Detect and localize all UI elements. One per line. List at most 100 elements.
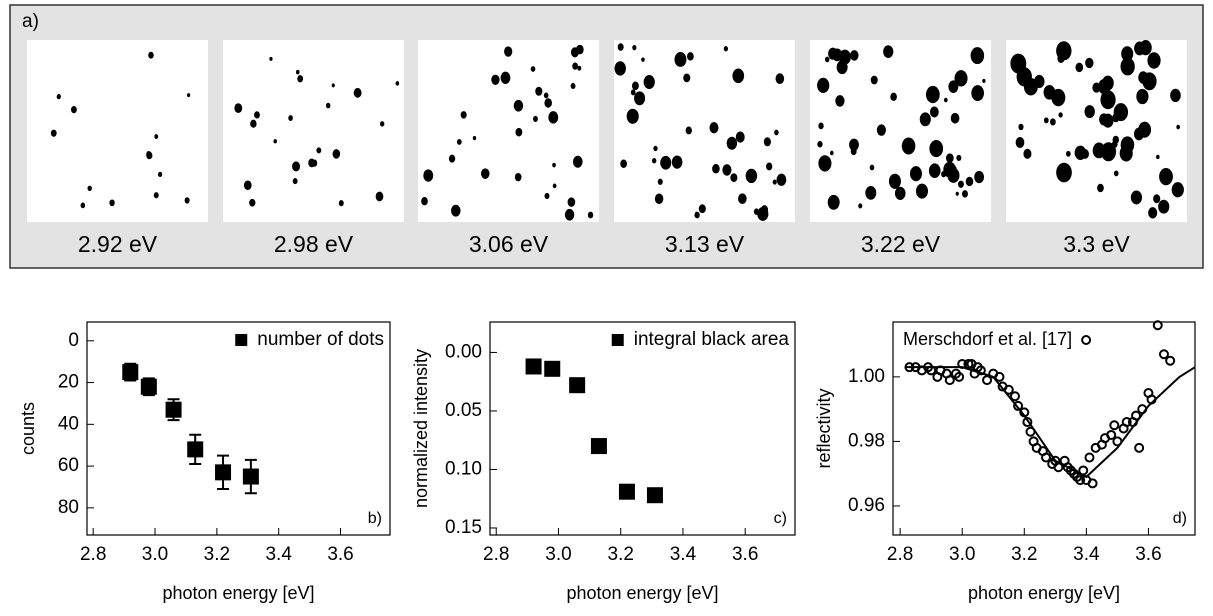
dot xyxy=(308,158,316,168)
dot xyxy=(1100,90,1116,110)
dot xyxy=(552,162,556,168)
dot xyxy=(671,155,683,169)
dot xyxy=(567,197,576,207)
legend-label: Merschdorf et al. [17] xyxy=(903,329,1072,349)
dot xyxy=(1084,105,1095,119)
dot xyxy=(1099,113,1109,126)
caption: 3.22 eV xyxy=(861,231,941,257)
dot xyxy=(460,111,467,119)
dot xyxy=(292,161,301,172)
dot xyxy=(723,46,729,52)
dot xyxy=(552,183,557,189)
dot xyxy=(982,78,986,84)
dot xyxy=(448,154,456,163)
dot xyxy=(572,62,579,70)
dot xyxy=(962,190,968,198)
dot xyxy=(954,70,968,87)
dot xyxy=(888,173,901,189)
dot xyxy=(423,169,434,182)
dot xyxy=(544,192,550,200)
point xyxy=(140,378,157,395)
dot xyxy=(698,204,706,214)
dot xyxy=(331,83,335,88)
point xyxy=(954,371,965,382)
dot xyxy=(157,171,163,178)
dot xyxy=(929,140,944,158)
point xyxy=(1013,400,1024,411)
y-axis-label: normalized intensity xyxy=(411,349,431,508)
y-tick-label: 20 xyxy=(58,372,79,393)
dot xyxy=(943,97,948,103)
dot xyxy=(491,74,500,85)
dot xyxy=(514,172,522,182)
dot xyxy=(148,51,154,59)
dot xyxy=(1050,118,1056,126)
dot xyxy=(1101,75,1114,91)
dot xyxy=(941,170,947,178)
point xyxy=(1165,355,1176,366)
dot xyxy=(515,127,523,137)
panel-label: a) xyxy=(22,11,39,32)
x-tick-label: 2.8 xyxy=(887,544,913,565)
dot xyxy=(1100,142,1117,162)
point xyxy=(1152,320,1163,331)
dot xyxy=(850,50,859,61)
dot xyxy=(948,80,959,93)
dot xyxy=(504,46,513,57)
x-tick-label: 3.6 xyxy=(1135,544,1161,565)
dot xyxy=(970,47,985,65)
dot xyxy=(947,167,960,183)
x-axis-label: photon energy [eV] xyxy=(162,583,314,603)
point xyxy=(1041,452,1052,463)
point xyxy=(187,441,204,458)
dot xyxy=(1130,190,1143,205)
dot xyxy=(890,92,897,101)
dot xyxy=(1158,199,1170,214)
dot xyxy=(380,121,385,127)
dot xyxy=(338,200,344,207)
dot xyxy=(1176,124,1181,130)
dot xyxy=(763,137,771,147)
dot xyxy=(50,129,57,137)
dot xyxy=(738,193,747,205)
y-tick-label: 0.05 xyxy=(445,400,482,421)
dot xyxy=(849,138,859,151)
caption: 3.06 eV xyxy=(469,231,549,257)
dot xyxy=(735,131,745,143)
dot xyxy=(641,57,645,62)
point xyxy=(1158,349,1169,360)
dot xyxy=(564,208,575,221)
point xyxy=(242,468,259,485)
dot xyxy=(1058,48,1063,54)
dot xyxy=(776,173,787,186)
dot xyxy=(1015,137,1025,148)
dot xyxy=(974,170,985,184)
dot xyxy=(1156,154,1160,160)
x-tick-label: 3.0 xyxy=(142,544,168,565)
dot xyxy=(683,73,691,83)
dot xyxy=(1138,121,1152,138)
x-axis-label: photon energy [eV] xyxy=(968,583,1120,603)
dot xyxy=(950,112,960,124)
dot xyxy=(1097,183,1104,193)
micrograph xyxy=(223,40,404,222)
dot xyxy=(685,126,692,135)
y-axis-label: counts xyxy=(18,402,38,455)
legend-marker xyxy=(611,334,624,346)
panel-label: d) xyxy=(1173,510,1187,527)
dot xyxy=(451,204,461,217)
legend-marker xyxy=(1081,335,1092,345)
legend-label: integral black area xyxy=(634,329,790,350)
dot xyxy=(421,197,428,206)
caption: 2.92 eV xyxy=(78,231,158,257)
micrograph xyxy=(27,40,208,222)
dot xyxy=(513,99,524,112)
point xyxy=(1106,429,1117,440)
dot xyxy=(643,75,655,90)
point xyxy=(1084,452,1095,463)
dot xyxy=(660,155,672,170)
x-tick-label: 2.8 xyxy=(80,544,106,565)
point xyxy=(944,375,955,386)
point xyxy=(994,371,1005,382)
